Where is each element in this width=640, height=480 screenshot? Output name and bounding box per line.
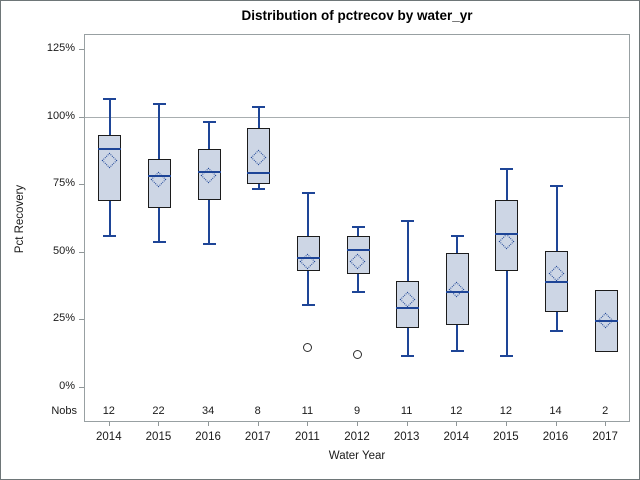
median-line <box>197 170 221 173</box>
whisker-cap-top <box>103 97 117 100</box>
y-tick-label: 50% <box>52 244 75 257</box>
iqr-box <box>296 236 320 272</box>
x-tick-label: 2015 <box>493 431 519 443</box>
outlier-point <box>303 343 313 353</box>
y-tick-label: 125% <box>46 42 75 54</box>
x-tick-label: 2017 <box>244 431 271 443</box>
y-axis-tick <box>79 116 84 118</box>
median-line <box>247 171 271 174</box>
nobs-value: 2 <box>602 405 609 417</box>
x-axis-tick <box>257 422 259 426</box>
x-axis-tick <box>357 422 358 426</box>
x-axis-tick <box>307 422 309 426</box>
iqr-box <box>495 199 519 272</box>
whisker-cap-top <box>550 185 564 188</box>
x-axis-tick <box>505 422 507 426</box>
y-tick-label: 0% <box>59 379 75 392</box>
median-line <box>396 306 420 309</box>
nobs-value: 11 <box>400 405 413 417</box>
nobs-row-label: Nobs <box>51 405 77 417</box>
y-axis-tick <box>79 49 84 50</box>
nobs-value: 8 <box>254 405 261 417</box>
nobs-value: 12 <box>450 405 463 417</box>
x-axis-tick <box>555 422 557 426</box>
iqr-box <box>197 148 221 200</box>
x-tick-label: 2011 <box>294 431 320 443</box>
y-axis-tick <box>79 184 84 185</box>
x-tick-label: 2016 <box>542 431 569 443</box>
median-line <box>346 248 370 251</box>
y-axis-tick <box>79 251 84 253</box>
median-line <box>545 281 569 284</box>
nobs-value: 12 <box>499 405 513 417</box>
x-axis-tick <box>406 422 408 426</box>
whisker-cap-bottom <box>401 355 415 358</box>
x-tick-label: 2013 <box>393 431 420 443</box>
nobs-value: 9 <box>353 405 361 417</box>
whisker-cap-bottom <box>152 240 166 243</box>
median-line <box>495 232 519 235</box>
nobs-value: 14 <box>549 405 562 417</box>
whisker-cap-bottom <box>202 243 216 246</box>
y-axis-title: Pct Recovery <box>14 184 26 254</box>
x-axis-tick <box>456 422 458 426</box>
nobs-value: 22 <box>152 405 165 417</box>
chart-title: Distribution of pctrecov by water_yr <box>241 8 473 23</box>
whisker-cap-bottom <box>301 304 315 307</box>
iqr-box <box>445 252 469 326</box>
x-tick-label: 2014 <box>96 431 122 443</box>
whisker-cap-top <box>351 225 365 228</box>
x-tick-label: 2016 <box>195 431 221 443</box>
nobs-value: 11 <box>301 405 314 417</box>
x-tick-label: 2012 <box>344 431 370 443</box>
reference-line-100pct <box>85 117 629 118</box>
median-line <box>147 174 171 177</box>
outlier-point <box>353 350 362 360</box>
plot-area <box>84 34 630 422</box>
median-line <box>594 320 618 323</box>
y-tick-label: 25% <box>52 312 75 324</box>
median-line <box>296 256 320 259</box>
x-axis-tick <box>158 422 160 426</box>
x-axis-title: Water Year <box>328 450 386 462</box>
whisker-cap-top <box>152 103 166 105</box>
whisker-cap-bottom <box>351 290 365 293</box>
whisker-cap-top <box>252 105 266 108</box>
whisker-cap-bottom <box>500 355 514 358</box>
median-line <box>98 147 122 150</box>
x-axis-tick <box>605 422 607 426</box>
whisker-cap-bottom <box>252 188 266 191</box>
whisker-cap-top <box>202 120 216 123</box>
nobs-value: 34 <box>201 405 215 417</box>
x-tick-label: 2014 <box>443 431 470 443</box>
median-line <box>445 290 469 293</box>
whisker-cap-top <box>500 167 514 170</box>
x-tick-label: 2017 <box>592 431 618 443</box>
iqr-box <box>98 135 122 202</box>
nobs-value: 12 <box>102 405 115 417</box>
whisker-cap-bottom <box>450 350 464 353</box>
y-tick-label: 100% <box>46 109 75 122</box>
iqr-box <box>396 280 420 329</box>
y-axis-tick <box>79 386 84 388</box>
whisker-cap-top <box>401 220 415 223</box>
y-axis-tick <box>79 319 84 320</box>
x-axis-tick <box>108 422 110 426</box>
whisker-cap-bottom <box>550 329 564 332</box>
x-tick-label: 2015 <box>145 431 172 443</box>
whisker-cap-top <box>301 192 315 195</box>
whisker-cap-bottom <box>103 235 117 238</box>
iqr-box <box>147 159 171 208</box>
x-axis-tick <box>208 422 210 426</box>
y-tick-label: 75% <box>52 177 75 189</box>
iqr-box <box>247 128 271 184</box>
whisker-cap-top <box>450 235 464 238</box>
iqr-box <box>346 236 370 275</box>
